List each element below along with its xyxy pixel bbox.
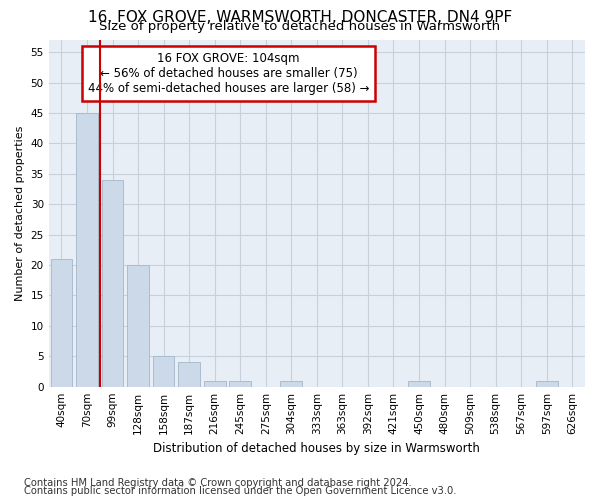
Bar (204, 380, 226, 386)
Bar (178, 362, 200, 386)
Bar (50, 259, 72, 386)
Y-axis label: Number of detached properties: Number of detached properties (15, 126, 25, 301)
Bar (536, 380, 557, 386)
Text: 16, FOX GROVE, WARMSWORTH, DONCASTER, DN4 9PF: 16, FOX GROVE, WARMSWORTH, DONCASTER, DN… (88, 10, 512, 25)
Text: Contains public sector information licensed under the Open Government Licence v3: Contains public sector information licen… (24, 486, 457, 496)
X-axis label: Distribution of detached houses by size in Warmsworth: Distribution of detached houses by size … (154, 442, 480, 455)
Bar (153, 356, 175, 386)
Bar (229, 380, 251, 386)
Bar (127, 265, 149, 386)
Bar (76, 113, 98, 386)
Bar (101, 180, 124, 386)
Bar (280, 380, 302, 386)
Bar (408, 380, 430, 386)
Text: Size of property relative to detached houses in Warmsworth: Size of property relative to detached ho… (100, 20, 500, 33)
Text: 16 FOX GROVE: 104sqm
← 56% of detached houses are smaller (75)
44% of semi-detac: 16 FOX GROVE: 104sqm ← 56% of detached h… (88, 52, 369, 95)
Text: Contains HM Land Registry data © Crown copyright and database right 2024.: Contains HM Land Registry data © Crown c… (24, 478, 412, 488)
